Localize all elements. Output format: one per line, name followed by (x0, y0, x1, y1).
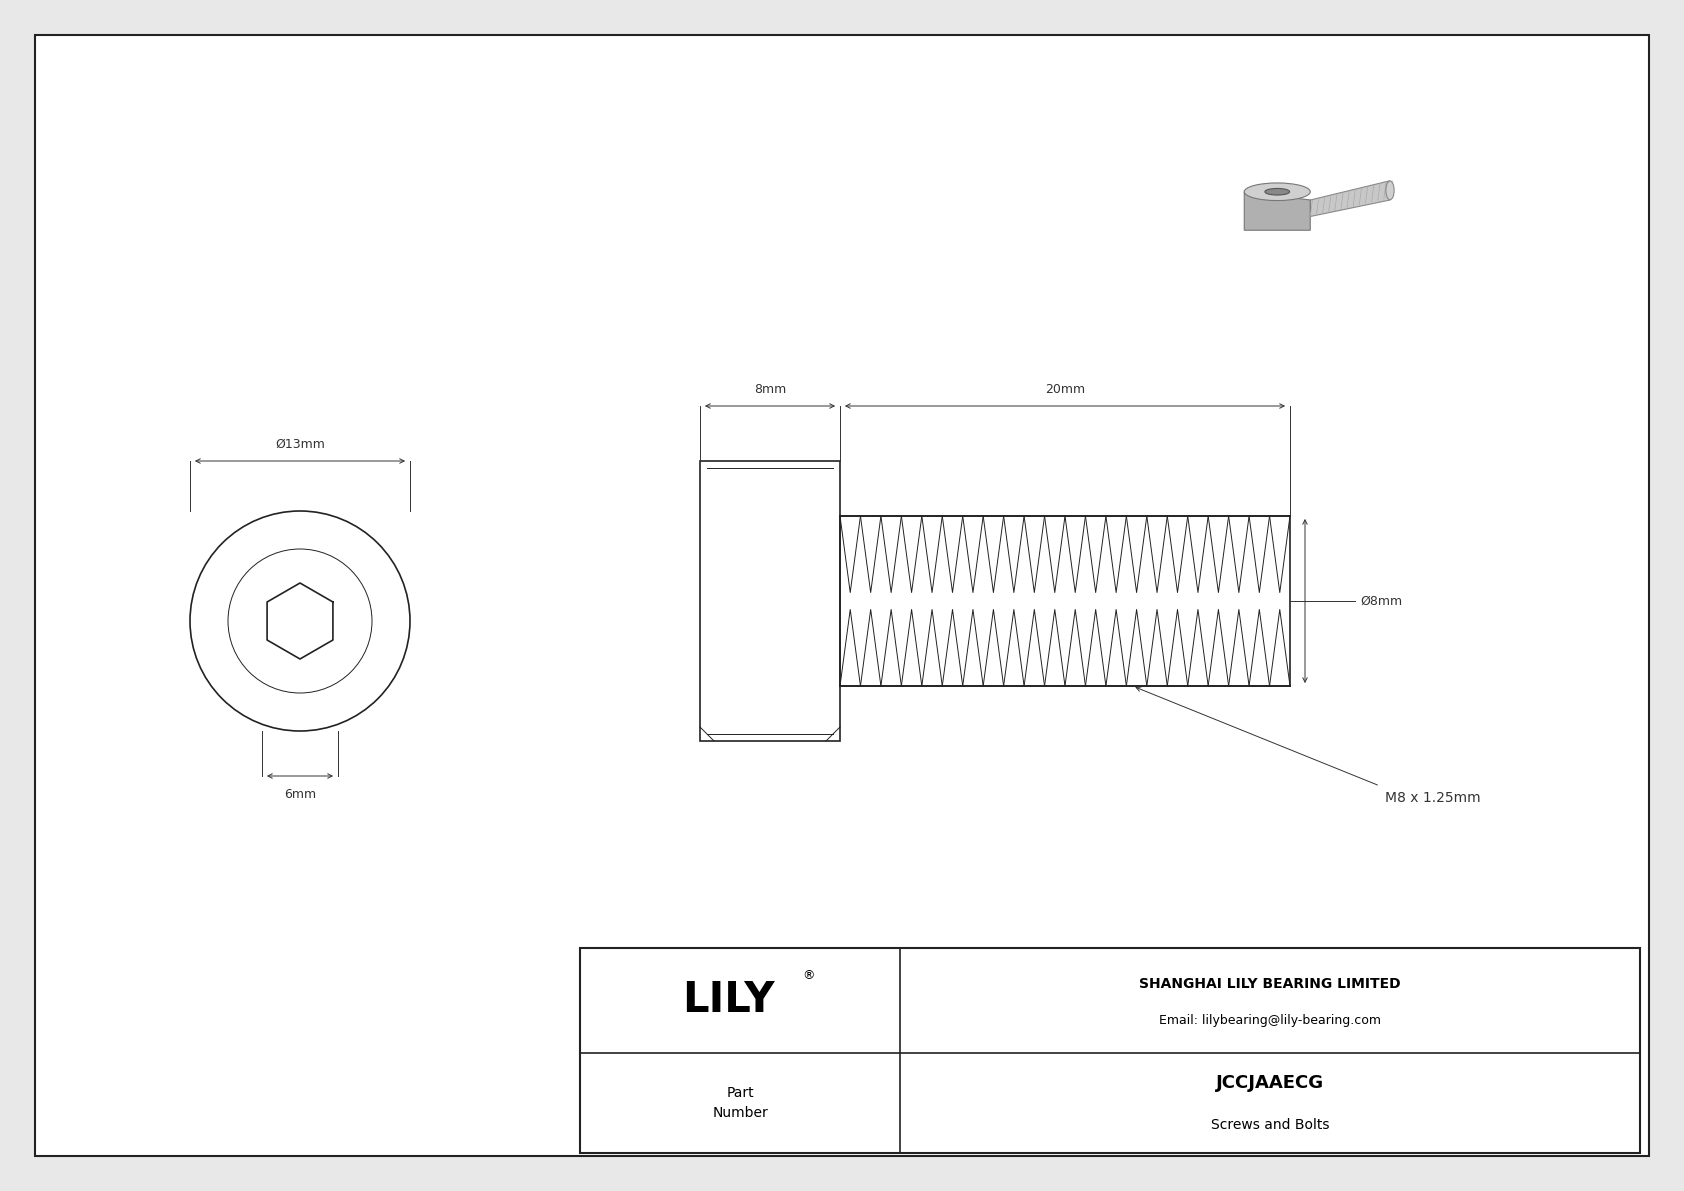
Text: 6mm: 6mm (285, 788, 317, 802)
Circle shape (190, 511, 409, 731)
Text: Part
Number: Part Number (712, 1086, 768, 1120)
Text: JCCJAAECG: JCCJAAECG (1216, 1074, 1324, 1092)
Text: Screws and Bolts: Screws and Bolts (1211, 1118, 1329, 1131)
Text: Ø13mm: Ø13mm (274, 438, 325, 451)
Bar (579, 948, 1640, 1153)
Bar (701, 461, 840, 741)
Circle shape (227, 549, 372, 693)
Text: 20mm: 20mm (1046, 384, 1084, 395)
Ellipse shape (1265, 188, 1290, 195)
Ellipse shape (1244, 183, 1310, 200)
Text: Ø8mm: Ø8mm (1361, 594, 1403, 607)
Text: 8mm: 8mm (754, 384, 786, 395)
Text: LILY: LILY (682, 979, 775, 1022)
Ellipse shape (1386, 181, 1394, 200)
Text: ®: ® (802, 969, 815, 983)
Text: SHANGHAI LILY BEARING LIMITED: SHANGHAI LILY BEARING LIMITED (1138, 977, 1401, 991)
Polygon shape (1244, 192, 1310, 230)
Text: Email: lilybearing@lily-bearing.com: Email: lilybearing@lily-bearing.com (1159, 1014, 1381, 1027)
Text: M8 x 1.25mm: M8 x 1.25mm (1384, 791, 1480, 805)
Polygon shape (1310, 181, 1389, 217)
